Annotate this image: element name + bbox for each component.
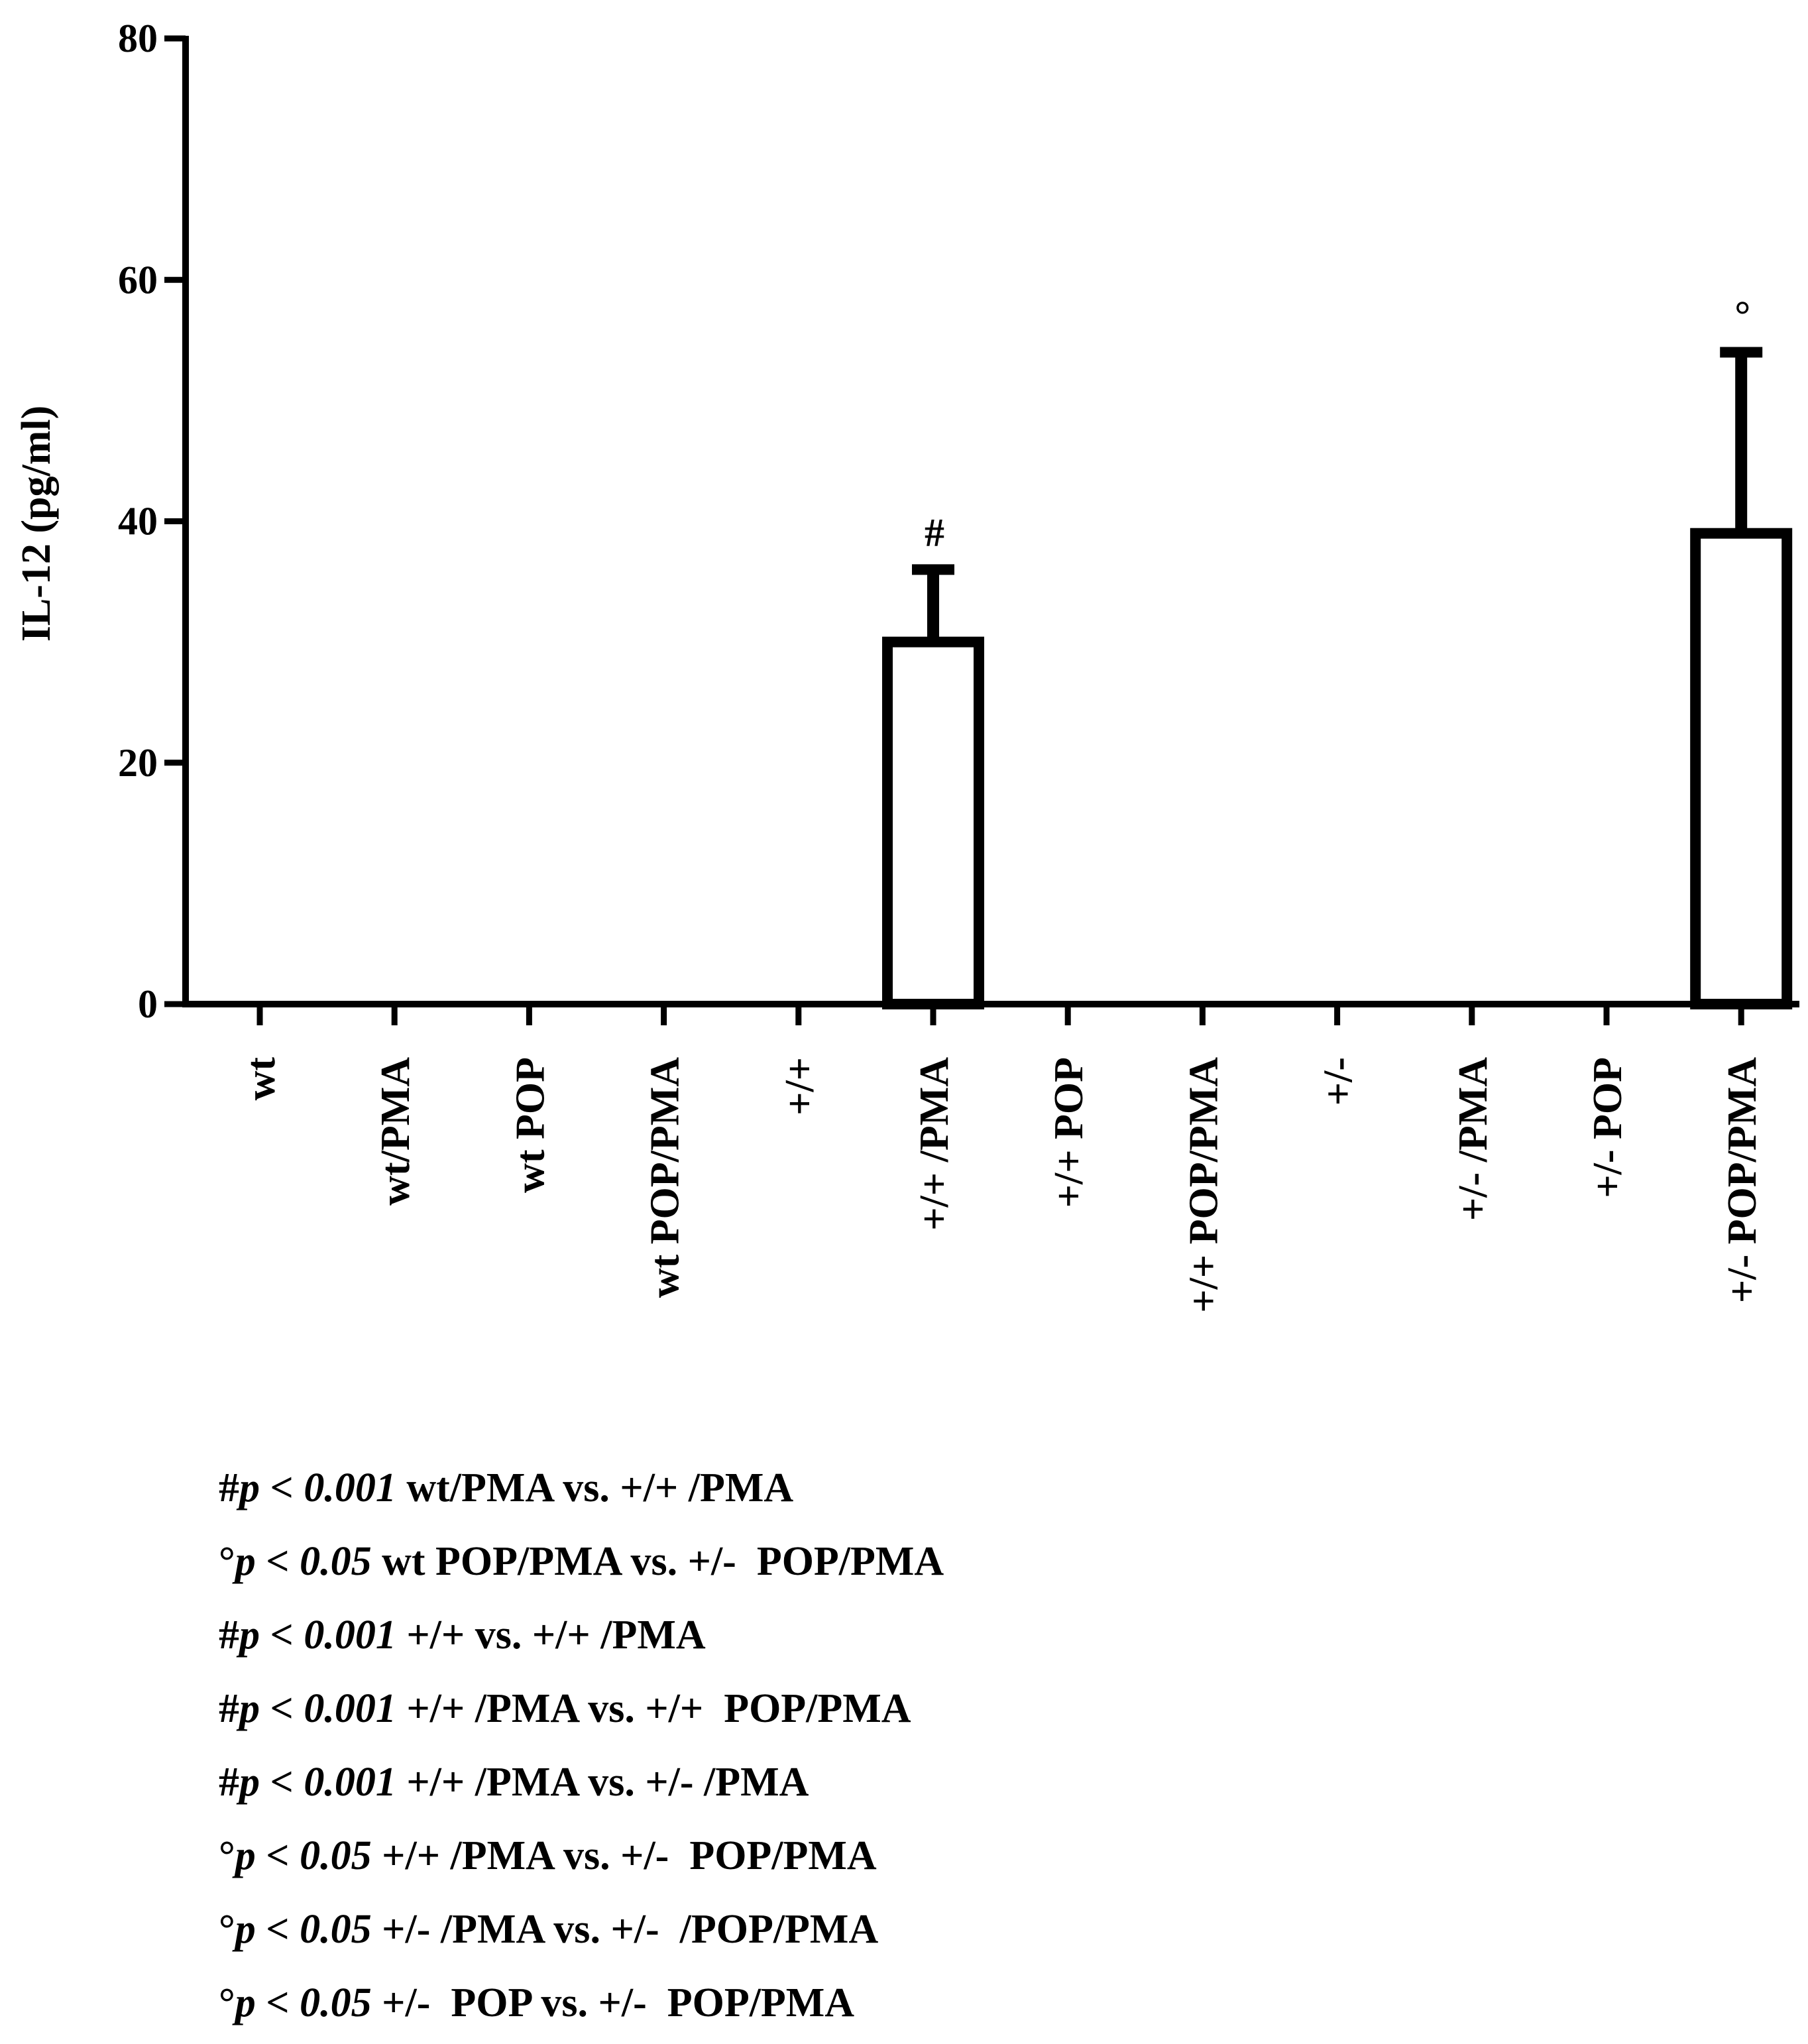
legend-p-value: 0.001: [304, 1613, 396, 1658]
significance-annotations: #°: [925, 294, 1750, 555]
significance-marker: #: [925, 510, 944, 554]
legend-entry: °p < 0.05 +/+ /PMA vs. +/- POP/PMA: [219, 1819, 944, 1893]
legend-p: p: [235, 1539, 256, 1584]
legend-entry: #p < 0.001 +/+ /PMA vs. +/- /PMA: [219, 1746, 944, 1819]
legend-p: p: [235, 1907, 256, 1952]
y-tick-label: 60: [118, 258, 158, 302]
x-tick-label: +/+ POP/PMA: [1181, 1057, 1226, 1313]
legend-operator: <: [255, 1980, 300, 2025]
x-tick-label: +/- /PMA: [1451, 1057, 1496, 1221]
legend-p: p: [239, 1465, 260, 1510]
legend-symbol: °: [219, 1980, 235, 2025]
bar: [1690, 528, 1793, 1009]
legend-symbol: °: [219, 1833, 235, 1878]
legend-symbol: #: [219, 1465, 239, 1510]
legend-comparison: +/- /PMA vs. +/- /POP/PMA: [371, 1907, 879, 1952]
legend-p: p: [239, 1613, 260, 1658]
bar: [882, 636, 984, 1009]
legend-entry: #p < 0.001 +/+ vs. +/+ /PMA: [219, 1599, 944, 1672]
legend-symbol: #: [219, 1686, 239, 1731]
legend-p: p: [239, 1760, 260, 1805]
legend-operator: <: [260, 1760, 304, 1805]
legend-operator: <: [260, 1613, 304, 1658]
x-axis: [182, 1001, 1799, 1025]
legend-comparison: +/+ /PMA vs. +/+ POP/PMA: [396, 1686, 911, 1731]
legend-symbol: °: [219, 1907, 235, 1952]
legend-entry: °p < 0.05 +/- /PMA vs. +/- /POP/PMA: [219, 1893, 944, 1966]
legend-p-value: 0.05: [300, 1539, 372, 1584]
legend-operator: <: [255, 1907, 300, 1952]
legend-operator: <: [255, 1833, 300, 1878]
x-tick-label: +/+ /PMA: [912, 1057, 957, 1231]
legend-p-value: 0.001: [304, 1465, 396, 1510]
legend-comparison: +/+ vs. +/+ /PMA: [396, 1613, 706, 1658]
legend-p: p: [235, 1833, 256, 1878]
legend-operator: <: [260, 1686, 304, 1731]
x-tick-label: wt POP/PMA: [643, 1057, 688, 1298]
significance-legend: #p < 0.001 wt/PMA vs. +/+ /PMA °p < 0.05 …: [219, 1451, 944, 2040]
x-tick-label: wt: [239, 1057, 284, 1101]
y-axis-label: IL-12 (pg/ml): [14, 406, 59, 642]
legend-symbol: °: [219, 1539, 235, 1584]
significance-marker: °: [1734, 294, 1750, 337]
legend-symbol: #: [219, 1613, 239, 1658]
x-tick-label: +/+: [777, 1057, 822, 1115]
y-tick-label: 0: [138, 982, 158, 1026]
x-tick-label: +/-: [1316, 1057, 1361, 1106]
legend-p-value: 0.05: [300, 1980, 372, 2025]
legend-operator: <: [255, 1539, 300, 1584]
legend-p: p: [235, 1980, 256, 2025]
legend-entry: #p < 0.001 wt/PMA vs. +/+ /PMA: [219, 1451, 944, 1525]
y-axis: 0 20 40 60 80: [118, 17, 189, 1026]
y-tick-label: 20: [118, 741, 158, 785]
legend-operator: <: [260, 1465, 304, 1510]
y-tick-label: 80: [118, 17, 158, 60]
x-tick-label: wt/PMA: [373, 1057, 418, 1206]
y-tick-label: 40: [118, 500, 158, 543]
legend-comparison: +/+ /PMA vs. +/- /PMA: [396, 1760, 809, 1805]
bars: [882, 347, 1793, 1009]
legend-comparison: wt POP/PMA vs. +/- POP/PMA: [371, 1539, 944, 1584]
legend-comparison: +/+ /PMA vs. +/- POP/PMA: [371, 1833, 877, 1878]
legend-entry: °p < 0.05 +/- POP vs. +/- POP/PMA: [219, 1966, 944, 2040]
legend-symbol: #: [219, 1760, 239, 1805]
legend-p-value: 0.001: [304, 1760, 396, 1805]
x-tick-label: wt POP: [508, 1057, 553, 1193]
x-tick-label: +/- POP: [1585, 1057, 1630, 1198]
legend-p-value: 0.05: [300, 1907, 372, 1952]
legend-p: p: [239, 1686, 260, 1731]
x-tick-label: +/- POP/PMA: [1720, 1057, 1765, 1303]
legend-entry: °p < 0.05 wt POP/PMA vs. +/- POP/PMA: [219, 1525, 944, 1599]
x-tick-label: +/+ POP: [1046, 1057, 1092, 1208]
legend-comparison: +/- POP vs. +/- POP/PMA: [371, 1980, 855, 2025]
legend-entry: #p < 0.001 +/+ /PMA vs. +/+ POP/PMA: [219, 1672, 944, 1746]
legend-p-value: 0.05: [300, 1833, 372, 1878]
legend-p-value: 0.001: [304, 1686, 396, 1731]
legend-comparison: wt/PMA vs. +/+ /PMA: [396, 1465, 794, 1510]
x-tick-labels: wt wt/PMA wt POP wt POP/PMA +/+ +/+ /PMA +/+ P…: [239, 1057, 1765, 1313]
